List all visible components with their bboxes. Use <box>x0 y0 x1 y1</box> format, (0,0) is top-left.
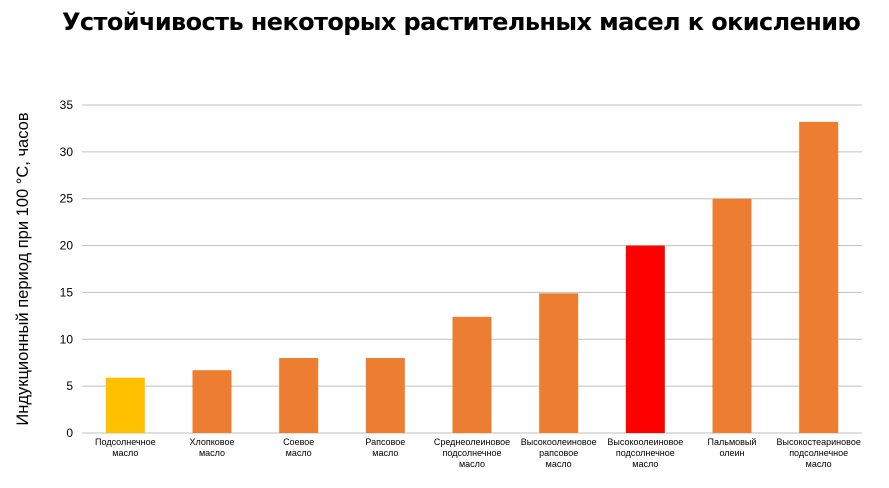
x-category-label-line: масло <box>806 459 832 469</box>
bar <box>625 245 665 433</box>
x-category-label-line: масло <box>112 448 138 458</box>
y-tick-label: 35 <box>60 98 74 112</box>
x-category-label-line: Высокоолеиновое <box>521 437 597 447</box>
x-category-label-line: Пальмовый <box>708 437 757 447</box>
x-category-label-line: олеин <box>719 448 744 458</box>
x-category-label-line: Рапсовое <box>365 437 405 447</box>
x-category-label: Пальмовый олеин <box>708 437 757 458</box>
y-tick-label: 15 <box>60 285 74 299</box>
bar <box>279 358 319 433</box>
x-category-label: Высокоолеиновое рапсовое масло <box>521 437 597 469</box>
bar <box>799 121 839 434</box>
x-category-label: Высокостеариновое подсолнечное масло <box>776 437 860 469</box>
x-category-label-line: масло <box>632 459 658 469</box>
x-category-label-line: Среднеолеиновое <box>434 437 510 447</box>
y-tick-label: 10 <box>60 332 74 346</box>
bar <box>365 358 405 433</box>
y-axis-label: Индукционный период при 100 °C, часов <box>14 112 32 425</box>
x-category-label-line: подсолнечное <box>789 448 848 458</box>
x-category-label-line: Подсолнечное <box>95 437 156 447</box>
x-category-label-line: подсолнечное <box>616 448 675 458</box>
x-category-label-line: Хлопковое <box>190 437 235 447</box>
x-category-label-line: масло <box>286 448 312 458</box>
y-tick-labels: 0 5 10 15 20 25 30 35 <box>60 98 74 440</box>
x-category-label-line: Высокостеариновое <box>776 437 860 447</box>
bar <box>539 293 579 433</box>
x-category-label-line: масло <box>372 448 398 458</box>
bars <box>105 121 839 434</box>
x-category-label: Подсолнечное масло <box>95 437 156 458</box>
y-tick-label: 20 <box>60 239 74 253</box>
x-category-label-line: Высокоолеиновое <box>607 437 683 447</box>
y-tick-label: 25 <box>60 192 74 206</box>
chart-title: Устойчивость некоторых растительных масе… <box>62 8 861 36</box>
x-category-label-line: масло <box>459 459 485 469</box>
x-category-label: Рапсовое масло <box>365 437 405 458</box>
x-category-label-line: масло <box>199 448 225 458</box>
x-category-label-line: подсолнечное <box>443 448 502 458</box>
x-category-label-line: Соевое <box>283 437 314 447</box>
y-tick-label: 0 <box>66 426 73 440</box>
x-category-label: Высокоолеиновое подсолнечное масло <box>607 437 683 469</box>
x-category-label-line: масло <box>546 459 572 469</box>
x-category-label: Хлопковое масло <box>190 437 235 458</box>
x-category-label: Соевое масло <box>283 437 314 458</box>
bar <box>452 316 492 433</box>
y-tick-label: 5 <box>66 379 73 393</box>
y-tick-label: 30 <box>60 145 74 159</box>
bar <box>712 198 752 433</box>
bar <box>192 370 232 433</box>
bar <box>105 377 145 433</box>
x-category-label: Среднеолеиновое подсолнечное масло <box>434 437 510 469</box>
x-category-label-line: рапсовое <box>539 448 578 458</box>
